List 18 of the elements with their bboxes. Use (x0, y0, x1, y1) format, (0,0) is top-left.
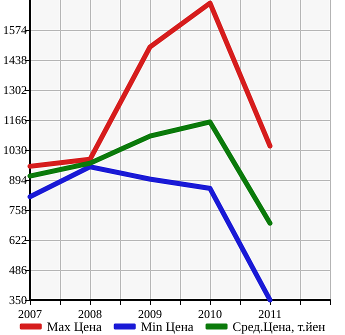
legend-label: Сред.Цена, т.йен (232, 319, 326, 334)
x-tick-label: 2011 (258, 307, 282, 321)
y-tick-label: 1030 (3, 143, 27, 157)
x-tick-label: 2007 (18, 307, 42, 321)
y-tick-label: 1438 (3, 53, 27, 67)
y-tick-label: 622 (9, 233, 27, 247)
y-tick-label: 1574 (3, 23, 27, 37)
legend-label: Max Цена (46, 319, 102, 334)
x-tick-label: 2008 (78, 307, 102, 321)
y-tick-label: 758 (9, 203, 27, 217)
y-tick-label: 486 (9, 263, 27, 277)
y-tick-label: 1302 (3, 83, 27, 97)
x-tick-label: 2010 (198, 307, 222, 321)
x-tick-label: 2009 (138, 307, 162, 321)
y-tick-label: 1166 (3, 113, 27, 127)
y-tick-label: 894 (9, 173, 27, 187)
y-tick-label: 350 (9, 293, 27, 307)
legend-label: Min Цена (140, 319, 194, 334)
